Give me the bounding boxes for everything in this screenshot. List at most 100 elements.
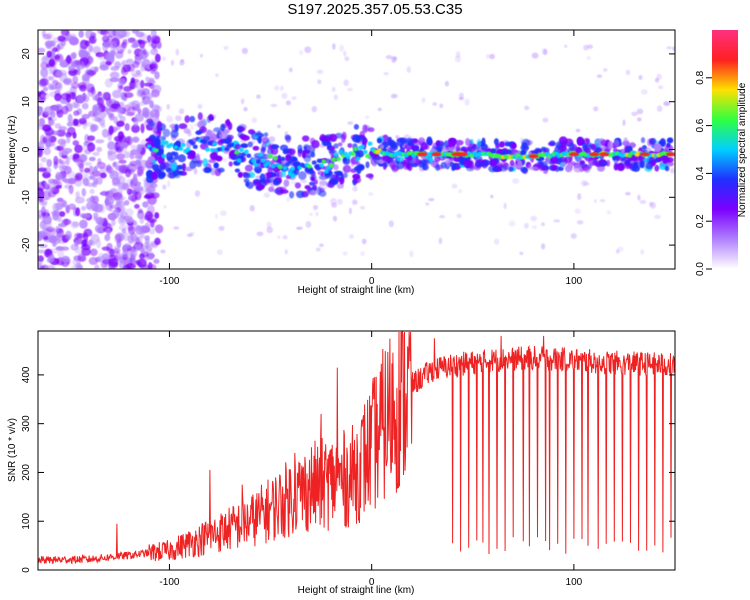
spectrogram-cell: [638, 75, 643, 80]
spectrogram-cell: [296, 226, 303, 230]
spectrogram-cell: [214, 213, 219, 220]
spectrogram-cell: [555, 141, 561, 149]
spectrogram-cell: [70, 221, 79, 229]
snr-y-tick-label: 100: [21, 512, 32, 529]
spectrogram-cell: [149, 100, 154, 109]
spectrogram-cell: [97, 30, 107, 35]
spectrogram-cell: [114, 61, 122, 69]
spectrogram-cell: [59, 126, 67, 132]
spectrogram-cell: [127, 225, 136, 235]
spectrogram-cell: [190, 141, 196, 146]
spectrogram-cell: [294, 182, 301, 189]
spectrogram-cell: [209, 148, 215, 153]
spectrogram-cell: [243, 178, 250, 183]
spectrogram-cell: [425, 202, 430, 206]
spectrogram-cell: [651, 159, 656, 167]
spectrogram-cell: [273, 188, 282, 194]
spectrogram-cell: [344, 56, 350, 62]
spectrogram-cell: [77, 159, 85, 169]
spectrogram-y-tick-label: -20: [21, 237, 32, 252]
spectrogram-cell: [97, 158, 102, 165]
spectrogram-cell: [520, 166, 528, 173]
spectrogram-cell: [89, 124, 97, 133]
spectrogram-y-tick-label: -10: [21, 190, 32, 205]
spectrogram-cell: [42, 92, 50, 100]
spectrogram-cell: [259, 173, 266, 183]
snr-x-label: Height of straight line (km): [298, 585, 415, 596]
spectrogram-cell: [134, 103, 141, 112]
spectrogram-cell: [435, 164, 441, 171]
spectrogram-cell: [251, 117, 258, 124]
spectrogram-cell: [67, 113, 73, 124]
spectrogram-cell: [58, 148, 64, 158]
spectrogram-cell: [319, 163, 324, 168]
spectrogram-cell: [139, 39, 146, 49]
spectrogram-cell: [124, 200, 130, 206]
spectrogram-cell: [107, 141, 116, 150]
spectrogram-cell: [454, 139, 464, 146]
snr-y-tick-label: 300: [21, 415, 32, 432]
spectrogram-cell: [406, 66, 411, 73]
spectrogram-cell: [310, 151, 316, 158]
spectrogram-cell: [63, 77, 73, 86]
spectrogram-cell: [197, 112, 203, 121]
spectrogram-cell: [202, 139, 208, 145]
spectrogram-cell: [476, 138, 482, 147]
spectrogram-cell: [493, 138, 499, 146]
spectrogram-cell: [339, 44, 345, 52]
spectrogram-cell: [336, 198, 343, 205]
spectrogram-cell: [81, 205, 87, 211]
spectrogram-cell: [61, 255, 70, 263]
spectrogram-cell: [277, 124, 281, 129]
spectrogram-cell: [355, 156, 361, 161]
spectrogram-cell: [549, 159, 558, 165]
spectrogram-cell: [58, 158, 63, 164]
spectrogram-cell: [125, 208, 134, 217]
spectrogram-cell: [87, 135, 96, 142]
spectrogram-cell: [151, 171, 159, 180]
spectrogram-cell: [304, 185, 311, 190]
spectrogram-cell: [175, 48, 180, 56]
spectrogram-cell: [81, 113, 91, 120]
spectrogram-cell: [263, 132, 269, 137]
spectrogram-cell: [164, 162, 172, 172]
spectrogram-cell: [79, 43, 89, 50]
spectrogram-cell: [359, 130, 365, 139]
spectrogram-cell: [134, 204, 140, 209]
spectrogram-cell: [78, 30, 84, 38]
spectrogram-cell: [141, 111, 148, 117]
spectrogram-cell: [118, 159, 127, 164]
spectrogram-cell: [177, 164, 185, 170]
spectrogram-cell: [575, 128, 581, 133]
spectrogram-cell: [606, 210, 612, 215]
spectrogram-cell: [316, 158, 322, 163]
spectrogram-cell: [624, 191, 631, 196]
spectrogram-cell: [581, 164, 590, 171]
spectrogram-cell: [96, 238, 101, 249]
spectrogram-cell: [153, 225, 161, 231]
spectrogram-cell: [461, 146, 470, 152]
spectrogram-cell: [88, 36, 97, 44]
spectrogram-cell: [106, 108, 111, 116]
spectrogram-cell: [550, 164, 558, 171]
spectrogram-cell: [391, 56, 397, 63]
spectrogram-cell: [46, 50, 52, 58]
spectrogram-cell: [75, 191, 80, 199]
spectrogram-cell: [256, 130, 262, 136]
spectrogram-cell: [180, 59, 185, 63]
spectrogram-cell: [63, 179, 72, 184]
spectrogram-cell: [301, 135, 310, 142]
spectrogram-cell: [464, 98, 470, 106]
spectrogram-cell: [192, 144, 198, 149]
spectrogram-cell: [347, 121, 354, 125]
spectrogram-cell: [260, 158, 266, 163]
spectrogram-cell: [132, 41, 138, 48]
spectrogram-cell: [309, 170, 315, 175]
spectrogram-cell: [311, 140, 320, 149]
spectrogram-cell: [654, 143, 662, 153]
spectrogram-cell: [125, 218, 135, 224]
spectrogram-cell: [122, 249, 129, 259]
spectrogram-cell: [173, 226, 180, 230]
spectrogram-cell: [452, 162, 457, 170]
spectrogram-cell: [285, 154, 291, 162]
